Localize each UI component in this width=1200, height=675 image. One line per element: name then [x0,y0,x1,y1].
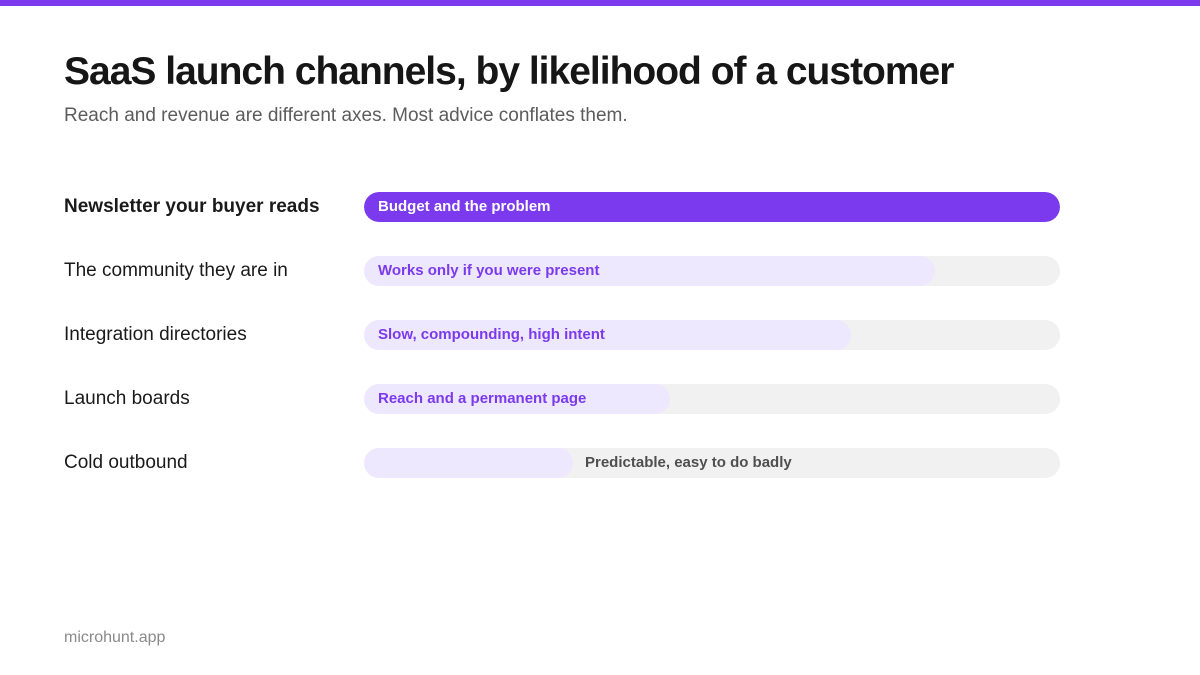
bar-row: Launch boards Reach and a permanent page [0,384,1200,416]
bar-row: The community they are in Works only if y… [0,256,1200,288]
bar-track: Reach and a permanent page [364,384,1060,414]
bar-annotation: Slow, compounding, high intent [378,326,605,343]
category-label: Newsletter your buyer reads [64,196,320,217]
site-footer: microhunt.app [64,629,166,646]
bar-track: Slow, compounding, high intent [364,320,1060,350]
bar-annotation: Works only if you were present [378,262,600,279]
bar-annotation: Reach and a permanent page [378,390,587,407]
bar-track: Predictable, easy to do badly [364,448,1060,478]
bar-row: Integration directories Slow, compounding… [0,320,1200,352]
bar [364,384,670,414]
bar-row: Newsletter your buyer reads Budget and th… [0,192,1200,224]
bar-track: Works only if you were present [364,256,1060,286]
bar [364,256,935,286]
category-label: Launch boards [64,388,190,409]
bar-row: Cold outbound Predictable, easy to do bad… [0,448,1200,480]
bar [364,448,573,478]
category-label: The community they are in [64,260,288,281]
bar-annotation: Predictable, easy to do badly [585,454,792,471]
chart-subtitle: Reach and revenue are different axes. Mo… [64,105,628,126]
category-label: Integration directories [64,324,247,345]
category-label: Cold outbound [64,452,188,473]
top-accent-bar [0,0,1200,6]
bar-track: Budget and the problem [364,192,1060,222]
bar [364,192,1060,222]
bar-annotation: Budget and the problem [378,198,551,215]
bar [364,320,851,350]
chart-title: SaaS launch channels, by likelihood of a… [64,50,954,93]
